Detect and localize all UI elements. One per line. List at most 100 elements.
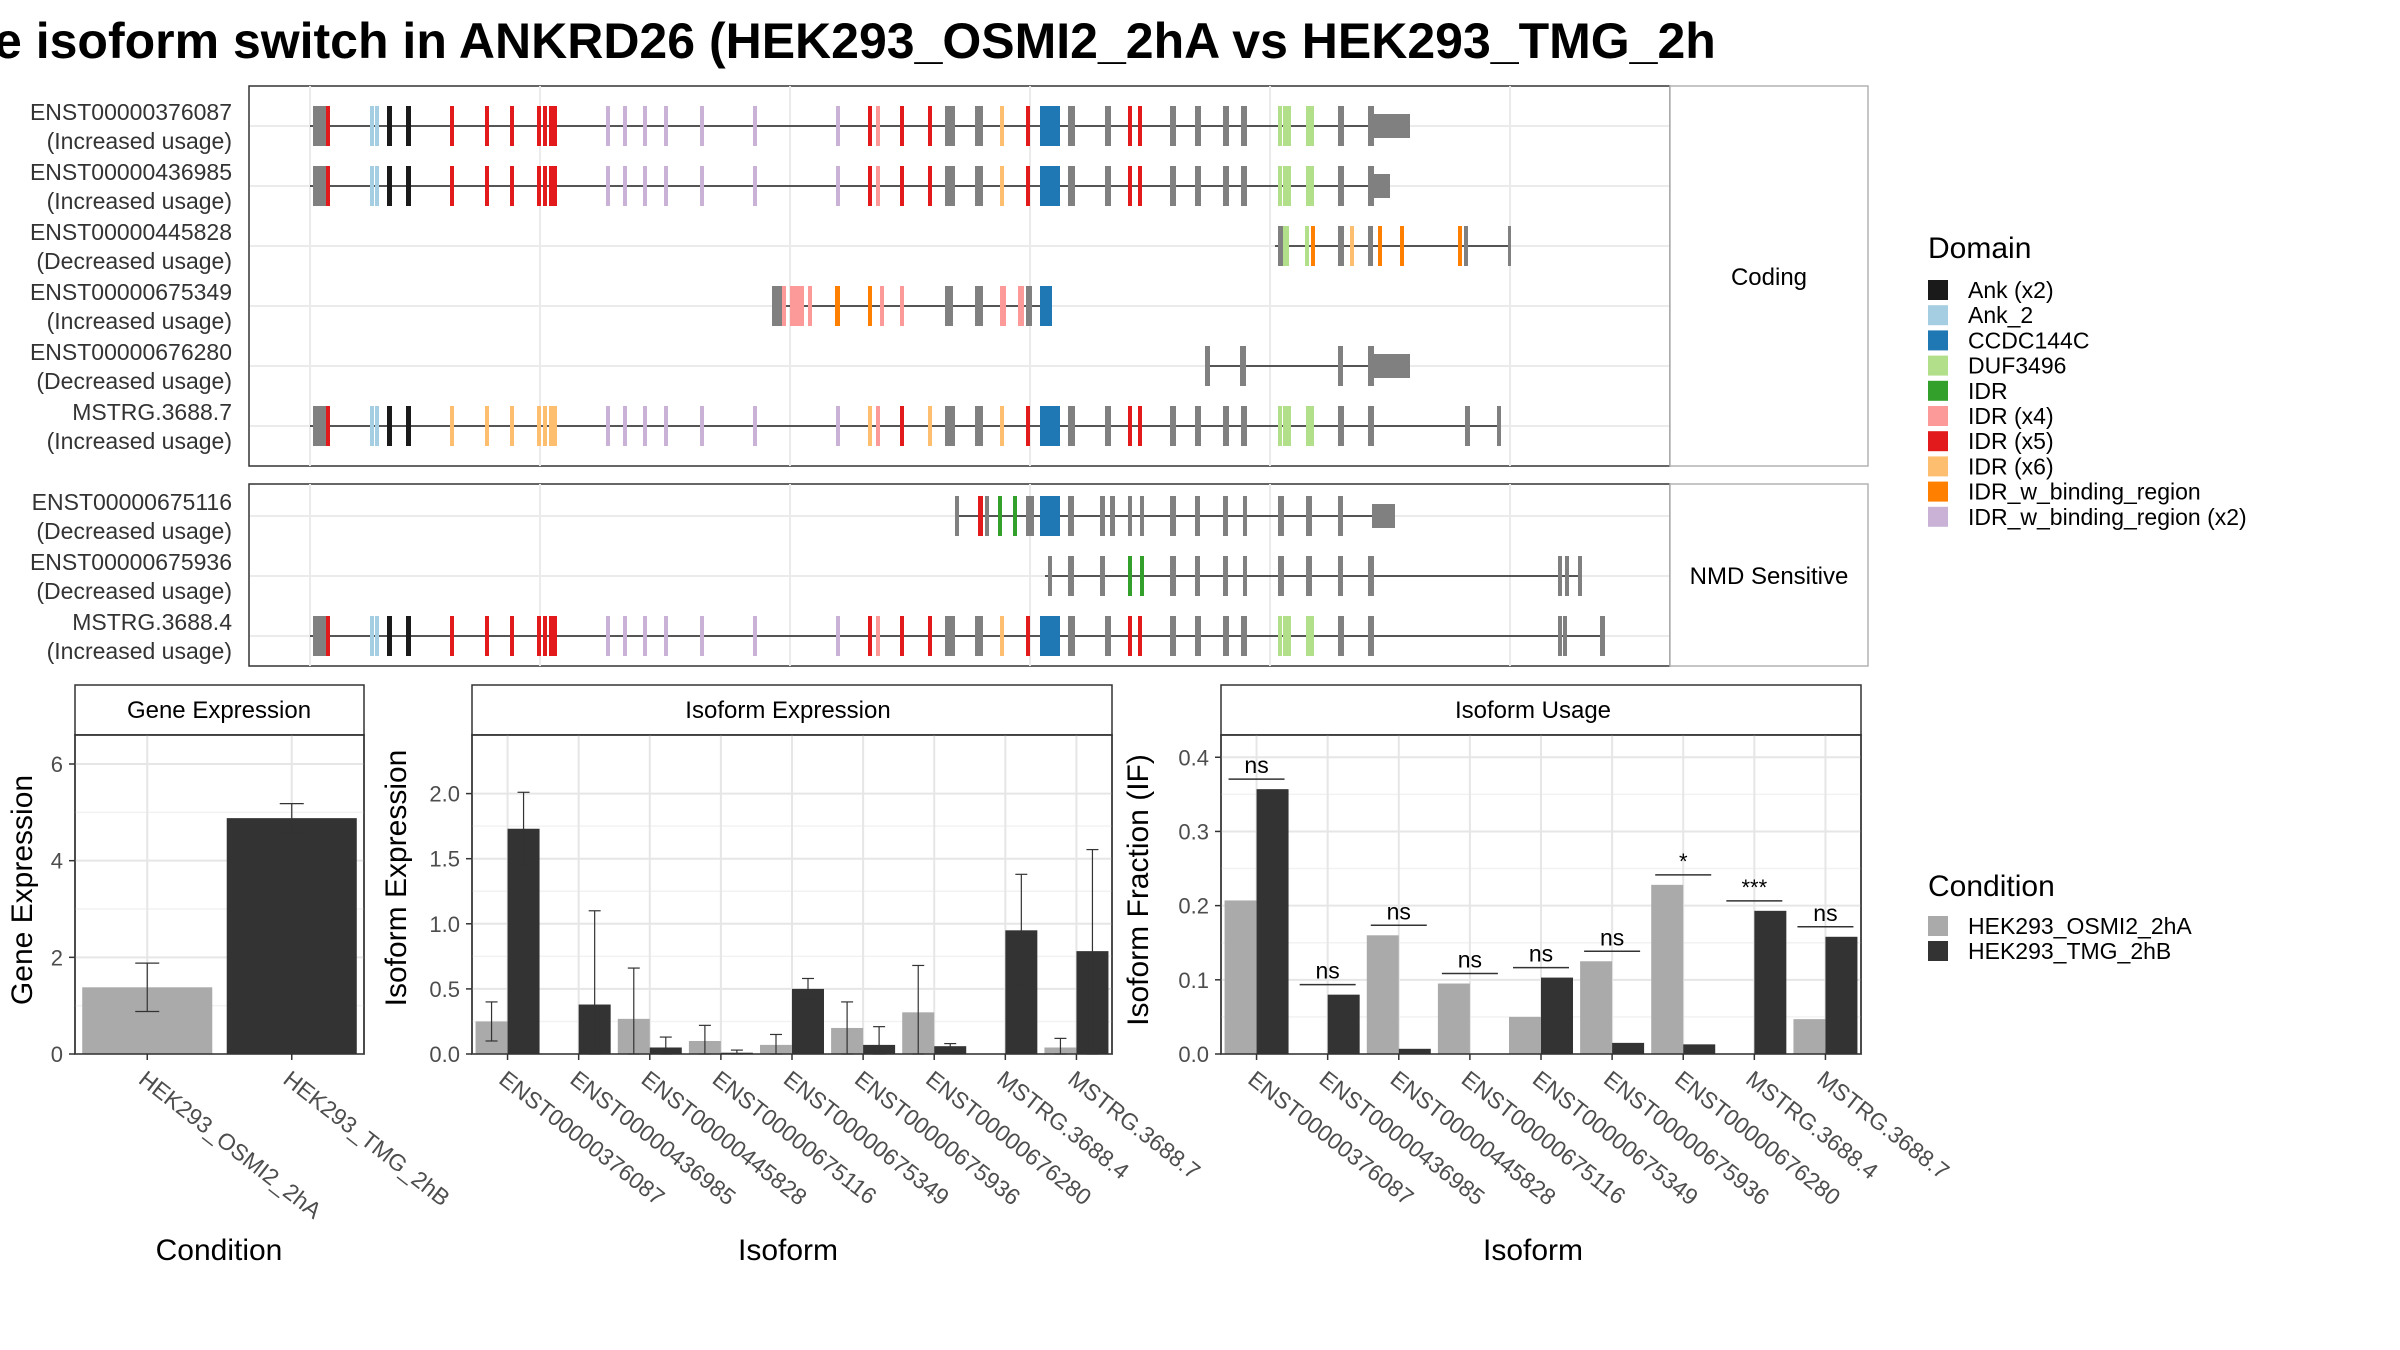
domain-legend-swatch	[1928, 481, 1948, 502]
exon-block	[1195, 616, 1201, 656]
exon-block	[1105, 106, 1111, 146]
strip-label-coding: Coding	[1731, 264, 1807, 291]
domain-legend-swatch	[1928, 355, 1948, 376]
gene-expression-x-label: Condition	[156, 1234, 283, 1267]
exon-block	[1458, 226, 1462, 266]
exon-block	[1048, 556, 1052, 596]
exon-block	[836, 106, 840, 146]
transcript-structure-plot: Coding NMD Sensitive ENST00000376087 (Incre…	[30, 85, 1869, 667]
domain-legend-label: IDR_w_binding_region (x2)	[1968, 504, 2247, 530]
exon-block	[450, 616, 454, 656]
exon-block	[928, 406, 932, 446]
domain-legend-swatch	[1928, 305, 1948, 326]
exon-block	[375, 616, 379, 656]
exon-block	[1283, 226, 1289, 266]
exon-block	[955, 496, 959, 536]
exon-block	[876, 166, 880, 206]
exon-block	[1565, 556, 1569, 596]
exon-block	[1578, 556, 1582, 596]
isoform-usage-chart: Isoform Isoform Fraction (IF) Isoform Us…	[1122, 684, 1954, 1267]
bar	[1683, 1044, 1716, 1054]
exon-block	[1068, 496, 1074, 536]
exon-block	[753, 406, 757, 446]
transcript-usage: (Decreased usage)	[36, 368, 232, 394]
exon-block	[549, 616, 553, 656]
gene-expression-y-label: Gene Expression	[6, 775, 39, 1005]
domain-legend-swatch	[1928, 456, 1948, 477]
utr-block	[1372, 174, 1390, 198]
bar	[1398, 1048, 1431, 1054]
exon-block	[1278, 496, 1284, 536]
transcript-usage: (Decreased usage)	[36, 518, 232, 544]
exon-block	[1306, 166, 1310, 206]
transcript-id: ENST00000675116	[32, 489, 232, 515]
exon-block	[1040, 496, 1060, 536]
exon-block	[1128, 166, 1132, 206]
exon-block	[1026, 286, 1032, 326]
significance-label: ns	[1316, 958, 1340, 984]
domain-legend-swatch	[1928, 380, 1948, 401]
exon-block	[945, 406, 955, 446]
exon-block	[880, 286, 884, 326]
exon-block	[313, 406, 322, 446]
exon-block	[1283, 166, 1291, 206]
exon-block	[406, 166, 411, 206]
exon-block	[1368, 106, 1374, 146]
transcript-id: ENST00000675349	[30, 279, 232, 305]
exon-block	[1311, 226, 1315, 266]
transcript-usage: (Increased usage)	[47, 188, 232, 214]
exon-block	[1026, 616, 1030, 656]
exon-block	[1100, 496, 1105, 536]
bar	[1825, 936, 1858, 1054]
transcript-id: ENST00000675936	[30, 549, 232, 575]
bar	[1754, 910, 1787, 1054]
exon-block	[326, 616, 330, 656]
isoform-usage-panel-title: Isoform Usage	[1455, 697, 1611, 724]
exon-block	[643, 406, 647, 446]
exon-block	[876, 106, 880, 146]
exon-block	[1170, 406, 1176, 446]
exon-block	[1338, 346, 1343, 386]
exon-block	[900, 406, 904, 446]
condition-legend-swatch	[1928, 941, 1948, 961]
isoform-usage-x-label: Isoform	[1483, 1234, 1583, 1267]
exon-block	[606, 106, 610, 146]
exon-block	[537, 616, 541, 656]
significance-label: ***	[1741, 875, 1767, 900]
exon-block	[1138, 406, 1142, 446]
exon-block	[975, 166, 983, 206]
domain-legend-label: IDR_w_binding_region	[1968, 479, 2201, 505]
domain-legend-swatch	[1928, 330, 1948, 351]
y-tick-label: 2	[51, 945, 63, 970]
bar	[1509, 1016, 1541, 1054]
exon-block	[1223, 616, 1229, 656]
exon-block	[1350, 226, 1354, 266]
exon-block	[1000, 286, 1006, 326]
exon-block	[1068, 166, 1075, 206]
structure-panel	[248, 85, 1671, 467]
bar	[1580, 961, 1613, 1054]
exon-block	[1170, 166, 1176, 206]
exon-block	[485, 616, 489, 656]
exon-block	[1368, 556, 1374, 596]
exon-block	[868, 406, 872, 446]
exon-block	[1465, 406, 1470, 446]
exon-block	[406, 406, 411, 446]
bar	[1437, 983, 1470, 1054]
exon-block	[753, 166, 757, 206]
bar	[1366, 935, 1399, 1054]
exon-block	[1138, 106, 1142, 146]
exon-block	[387, 106, 392, 146]
exon-block	[623, 616, 627, 656]
exon-block	[553, 106, 557, 146]
exon-block	[1138, 616, 1142, 656]
bar	[1224, 900, 1257, 1054]
exon-block	[1040, 286, 1052, 326]
exon-block	[900, 616, 904, 656]
y-tick-label: 0.1	[1178, 968, 1209, 993]
exon-block	[485, 106, 489, 146]
exon-block	[1068, 406, 1075, 446]
exon-block	[320, 616, 326, 656]
exon-block	[1310, 166, 1314, 206]
exon-block	[868, 286, 872, 326]
